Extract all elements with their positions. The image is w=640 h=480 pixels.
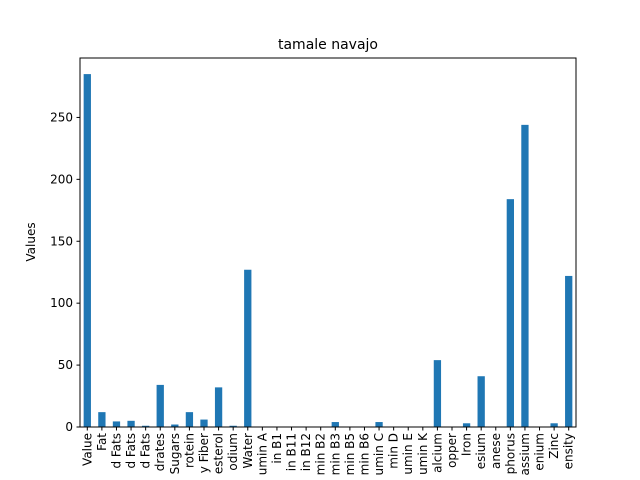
x-tick-label: umin C bbox=[372, 433, 386, 475]
x-tick-label: phorus bbox=[503, 433, 517, 474]
plot-frame bbox=[79, 57, 577, 428]
x-tick-label: rotein bbox=[182, 433, 196, 468]
bar bbox=[200, 419, 208, 427]
x-tick-label: alcium bbox=[430, 433, 444, 473]
bar bbox=[229, 425, 237, 427]
x-tick-label: anese bbox=[489, 433, 503, 469]
x-tick-label: umin E bbox=[401, 433, 415, 475]
y-tick-label: 200 bbox=[50, 172, 73, 186]
x-tick-label: d Fats bbox=[109, 433, 123, 469]
bar bbox=[214, 387, 223, 427]
bar bbox=[550, 423, 558, 427]
x-tick-label: min D bbox=[387, 433, 401, 469]
x-tick-label: min B6 bbox=[357, 433, 371, 475]
y-tick-label: 150 bbox=[50, 234, 73, 248]
x-tick-label: esium bbox=[474, 433, 488, 469]
x-tick-label: Water bbox=[241, 433, 255, 469]
x-tick-label: min B5 bbox=[343, 433, 357, 475]
bar bbox=[142, 425, 150, 427]
bar bbox=[375, 422, 383, 427]
x-tick-label: in B11 bbox=[285, 433, 299, 471]
x-tick-label: drates bbox=[153, 433, 167, 471]
bar bbox=[433, 360, 442, 427]
bar bbox=[127, 420, 135, 427]
bar bbox=[171, 424, 179, 427]
x-tick-label: Zinc bbox=[547, 433, 561, 459]
x-tick-label: odium bbox=[226, 433, 240, 471]
y-tick-label: 250 bbox=[50, 110, 73, 124]
x-tick-label: opper bbox=[445, 433, 459, 468]
bars-group bbox=[83, 74, 573, 427]
x-tick-label: assium bbox=[518, 433, 532, 476]
x-tick-label: min B2 bbox=[314, 433, 328, 475]
x-tick-label: Sugars bbox=[168, 433, 182, 474]
bar bbox=[477, 376, 485, 427]
x-tick-label: ensity bbox=[562, 433, 576, 469]
bar bbox=[112, 421, 121, 427]
bar bbox=[98, 412, 106, 427]
chart-title: tamale navajo bbox=[278, 37, 378, 53]
bar bbox=[331, 422, 339, 427]
y-axis-label: Values bbox=[24, 222, 38, 261]
x-tick-label: umin K bbox=[416, 432, 430, 475]
x-tick-label: esterol bbox=[212, 433, 226, 474]
x-tick-label: Iron bbox=[460, 433, 474, 456]
x-tick-label: y Fiber bbox=[197, 433, 211, 473]
x-tick-label: d Fats bbox=[139, 433, 153, 469]
bar bbox=[506, 199, 514, 427]
x-tick-label: min B3 bbox=[328, 433, 342, 475]
bar bbox=[462, 423, 471, 427]
bar bbox=[521, 124, 529, 427]
y-axis: 0 50 100 150 200 250 bbox=[50, 110, 80, 434]
x-tick-label: in B12 bbox=[299, 433, 313, 471]
x-tick-label: Value bbox=[80, 433, 94, 466]
y-tick-label: 100 bbox=[50, 296, 73, 310]
bar bbox=[244, 269, 252, 427]
bar bbox=[565, 275, 573, 427]
x-tick-label: umin A bbox=[255, 432, 269, 475]
bar bbox=[156, 384, 164, 427]
x-tick-label: d Fats bbox=[124, 433, 138, 469]
x-tick-label: in B1 bbox=[270, 433, 284, 464]
bar bbox=[83, 74, 91, 427]
y-tick-label: 0 bbox=[65, 420, 73, 434]
y-tick-label: 50 bbox=[58, 358, 73, 372]
x-tick-label: enium bbox=[533, 433, 547, 471]
bar bbox=[185, 412, 194, 427]
x-axis: Value Fat d Fats d Fats d Fats drates Sugars ro… bbox=[80, 427, 576, 476]
x-tick-label: Fat bbox=[95, 433, 109, 451]
